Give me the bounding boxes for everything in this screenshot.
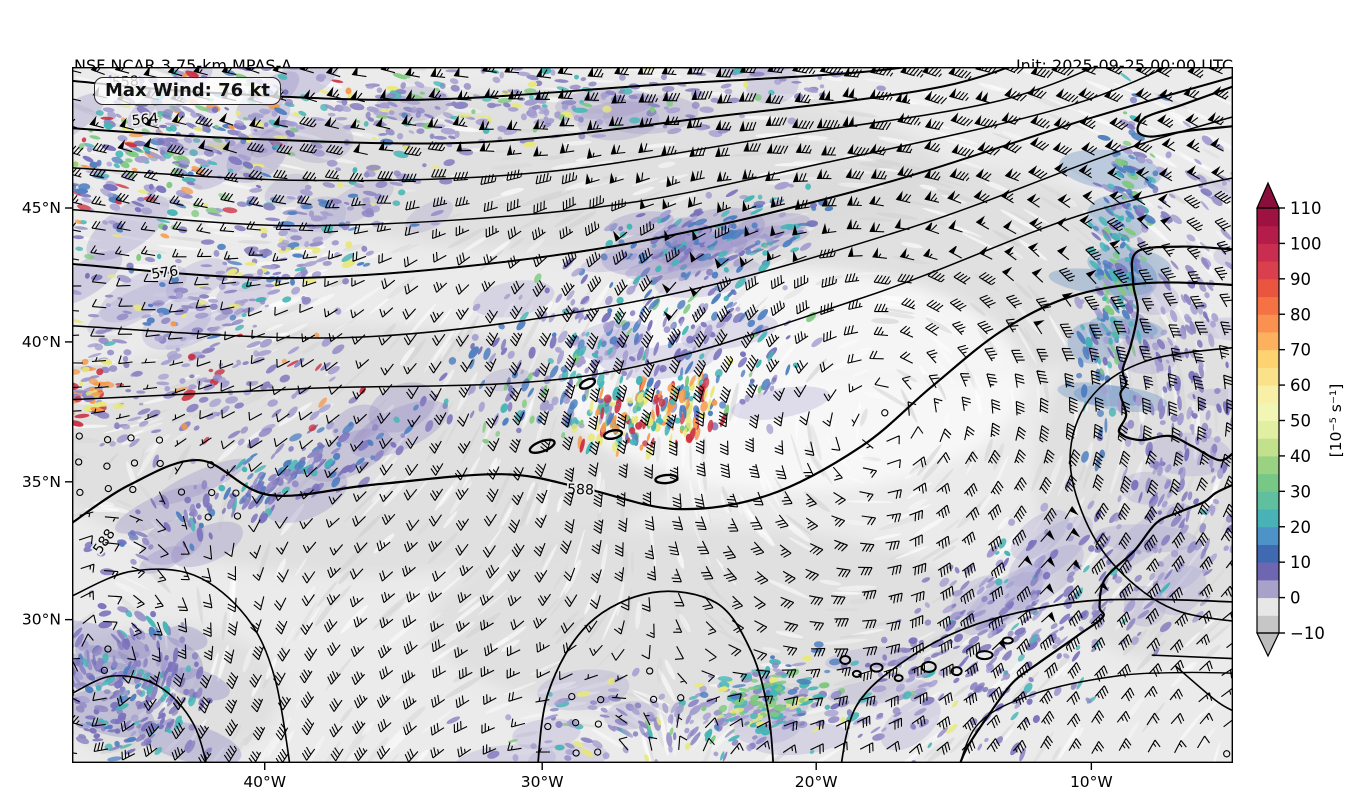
colorbar-tick-label: 70 [1290, 341, 1311, 360]
colorbar-segment [1257, 225, 1279, 244]
colorbar-tick-label: 0 [1290, 589, 1301, 608]
closed-contour [528, 438, 556, 454]
colorbar-segment [1257, 261, 1279, 280]
colorbar-segment [1257, 597, 1279, 616]
y-tick-label: 40°N [22, 333, 61, 351]
colorbar-tick-label: −10 [1290, 624, 1325, 643]
y-tick-label: 45°N [22, 199, 61, 217]
colorbar-segment [1257, 243, 1279, 262]
colorbar-segment [1257, 562, 1279, 581]
country-border [1151, 654, 1233, 660]
colorbar-segment [1257, 438, 1279, 457]
height-contour-label: 588 [567, 482, 594, 499]
coastline [1117, 245, 1233, 462]
wind-barb-pennants [72, 67, 1222, 650]
x-tick-label: 30°W [521, 773, 564, 791]
colorbar-tick-label: 100 [1290, 234, 1322, 253]
colorbar-segment [1257, 349, 1279, 368]
x-tick-label: 40°W [243, 773, 286, 791]
colorbar-tick-label: 50 [1290, 412, 1311, 431]
colorbar-segment [1257, 491, 1279, 510]
max-wind-badge: Max Wind: 76 kt [94, 77, 282, 105]
colorbar-tick-label: 30 [1290, 482, 1311, 501]
height-contour [1069, 346, 1233, 622]
colorbar-tick-label: 40 [1290, 447, 1311, 466]
island-outline [893, 674, 904, 683]
colorbar-segment [1257, 615, 1279, 634]
y-tick-label: 30°N [22, 611, 61, 629]
country-border [1174, 664, 1233, 712]
colorbar-tick-label: 90 [1290, 270, 1311, 289]
x-tick-label: 20°W [795, 773, 838, 791]
height-contour [72, 67, 1168, 227]
colorbar-segment [1257, 314, 1279, 333]
colorbar-segment [1257, 509, 1279, 528]
wind-barb-staffs [72, 67, 1233, 763]
height-contour [72, 568, 291, 763]
closed-contour [578, 377, 597, 390]
coastline [1136, 85, 1233, 138]
height-contour-label: 564 [131, 111, 159, 130]
colorbar-tick-label: 80 [1290, 305, 1311, 324]
island-outline [950, 666, 963, 677]
colorbar-segment [1257, 367, 1279, 386]
height-contour-label: 576 [151, 263, 180, 283]
coastline [959, 483, 1233, 763]
colorbar-segment [1257, 526, 1279, 545]
island-outline [975, 650, 994, 661]
colorbar-unit-label: [10⁻⁵ s⁻¹] [1327, 384, 1345, 458]
height-contour [72, 281, 1233, 524]
y-tick-label: 35°N [22, 473, 61, 491]
colorbar-tick-label: 110 [1290, 199, 1322, 218]
height-contour [72, 67, 1012, 145]
colorbar-segment [1257, 278, 1279, 298]
height-contour [959, 671, 1233, 763]
height-contour [537, 590, 775, 763]
vorticity-shading-layer [72, 67, 1233, 763]
colorbar-segment [1257, 455, 1279, 475]
colorbar-segment [1257, 208, 1279, 227]
colorbar-segment [1257, 473, 1279, 492]
wind-barbs-layer [72, 67, 1233, 763]
colorbar-tick-label: 20 [1290, 518, 1311, 537]
colorbar-segment [1257, 579, 1279, 599]
closed-contour [602, 428, 624, 441]
map-frame [72, 67, 1233, 763]
height-contour [72, 76, 1233, 280]
colorbar-arrow-over [1256, 181, 1280, 209]
colorbar-tick-label: 60 [1290, 376, 1311, 395]
colorbar-segment [1257, 331, 1279, 351]
colorbar-tick-label: 10 [1290, 553, 1311, 572]
height-contour [840, 598, 1233, 763]
colorbar-segment [1257, 385, 1279, 404]
coastline-layer [839, 85, 1233, 763]
island-outline [869, 662, 884, 673]
height-contour [72, 674, 208, 763]
map-panel: Max Wind: 76 kt 558564576588588 [72, 67, 1233, 763]
colorbar-segment [1257, 402, 1279, 421]
height-contour [72, 67, 1096, 182]
map-canvas: 558564576588588 [72, 67, 1233, 763]
colorbar-arrow-under [1256, 632, 1280, 658]
x-tick-label: 10°W [1070, 773, 1113, 791]
colorbar-segment [1257, 544, 1279, 563]
island-outline [920, 660, 937, 673]
colorbar-segment [1257, 420, 1279, 439]
colorbar-segment [1257, 296, 1279, 315]
